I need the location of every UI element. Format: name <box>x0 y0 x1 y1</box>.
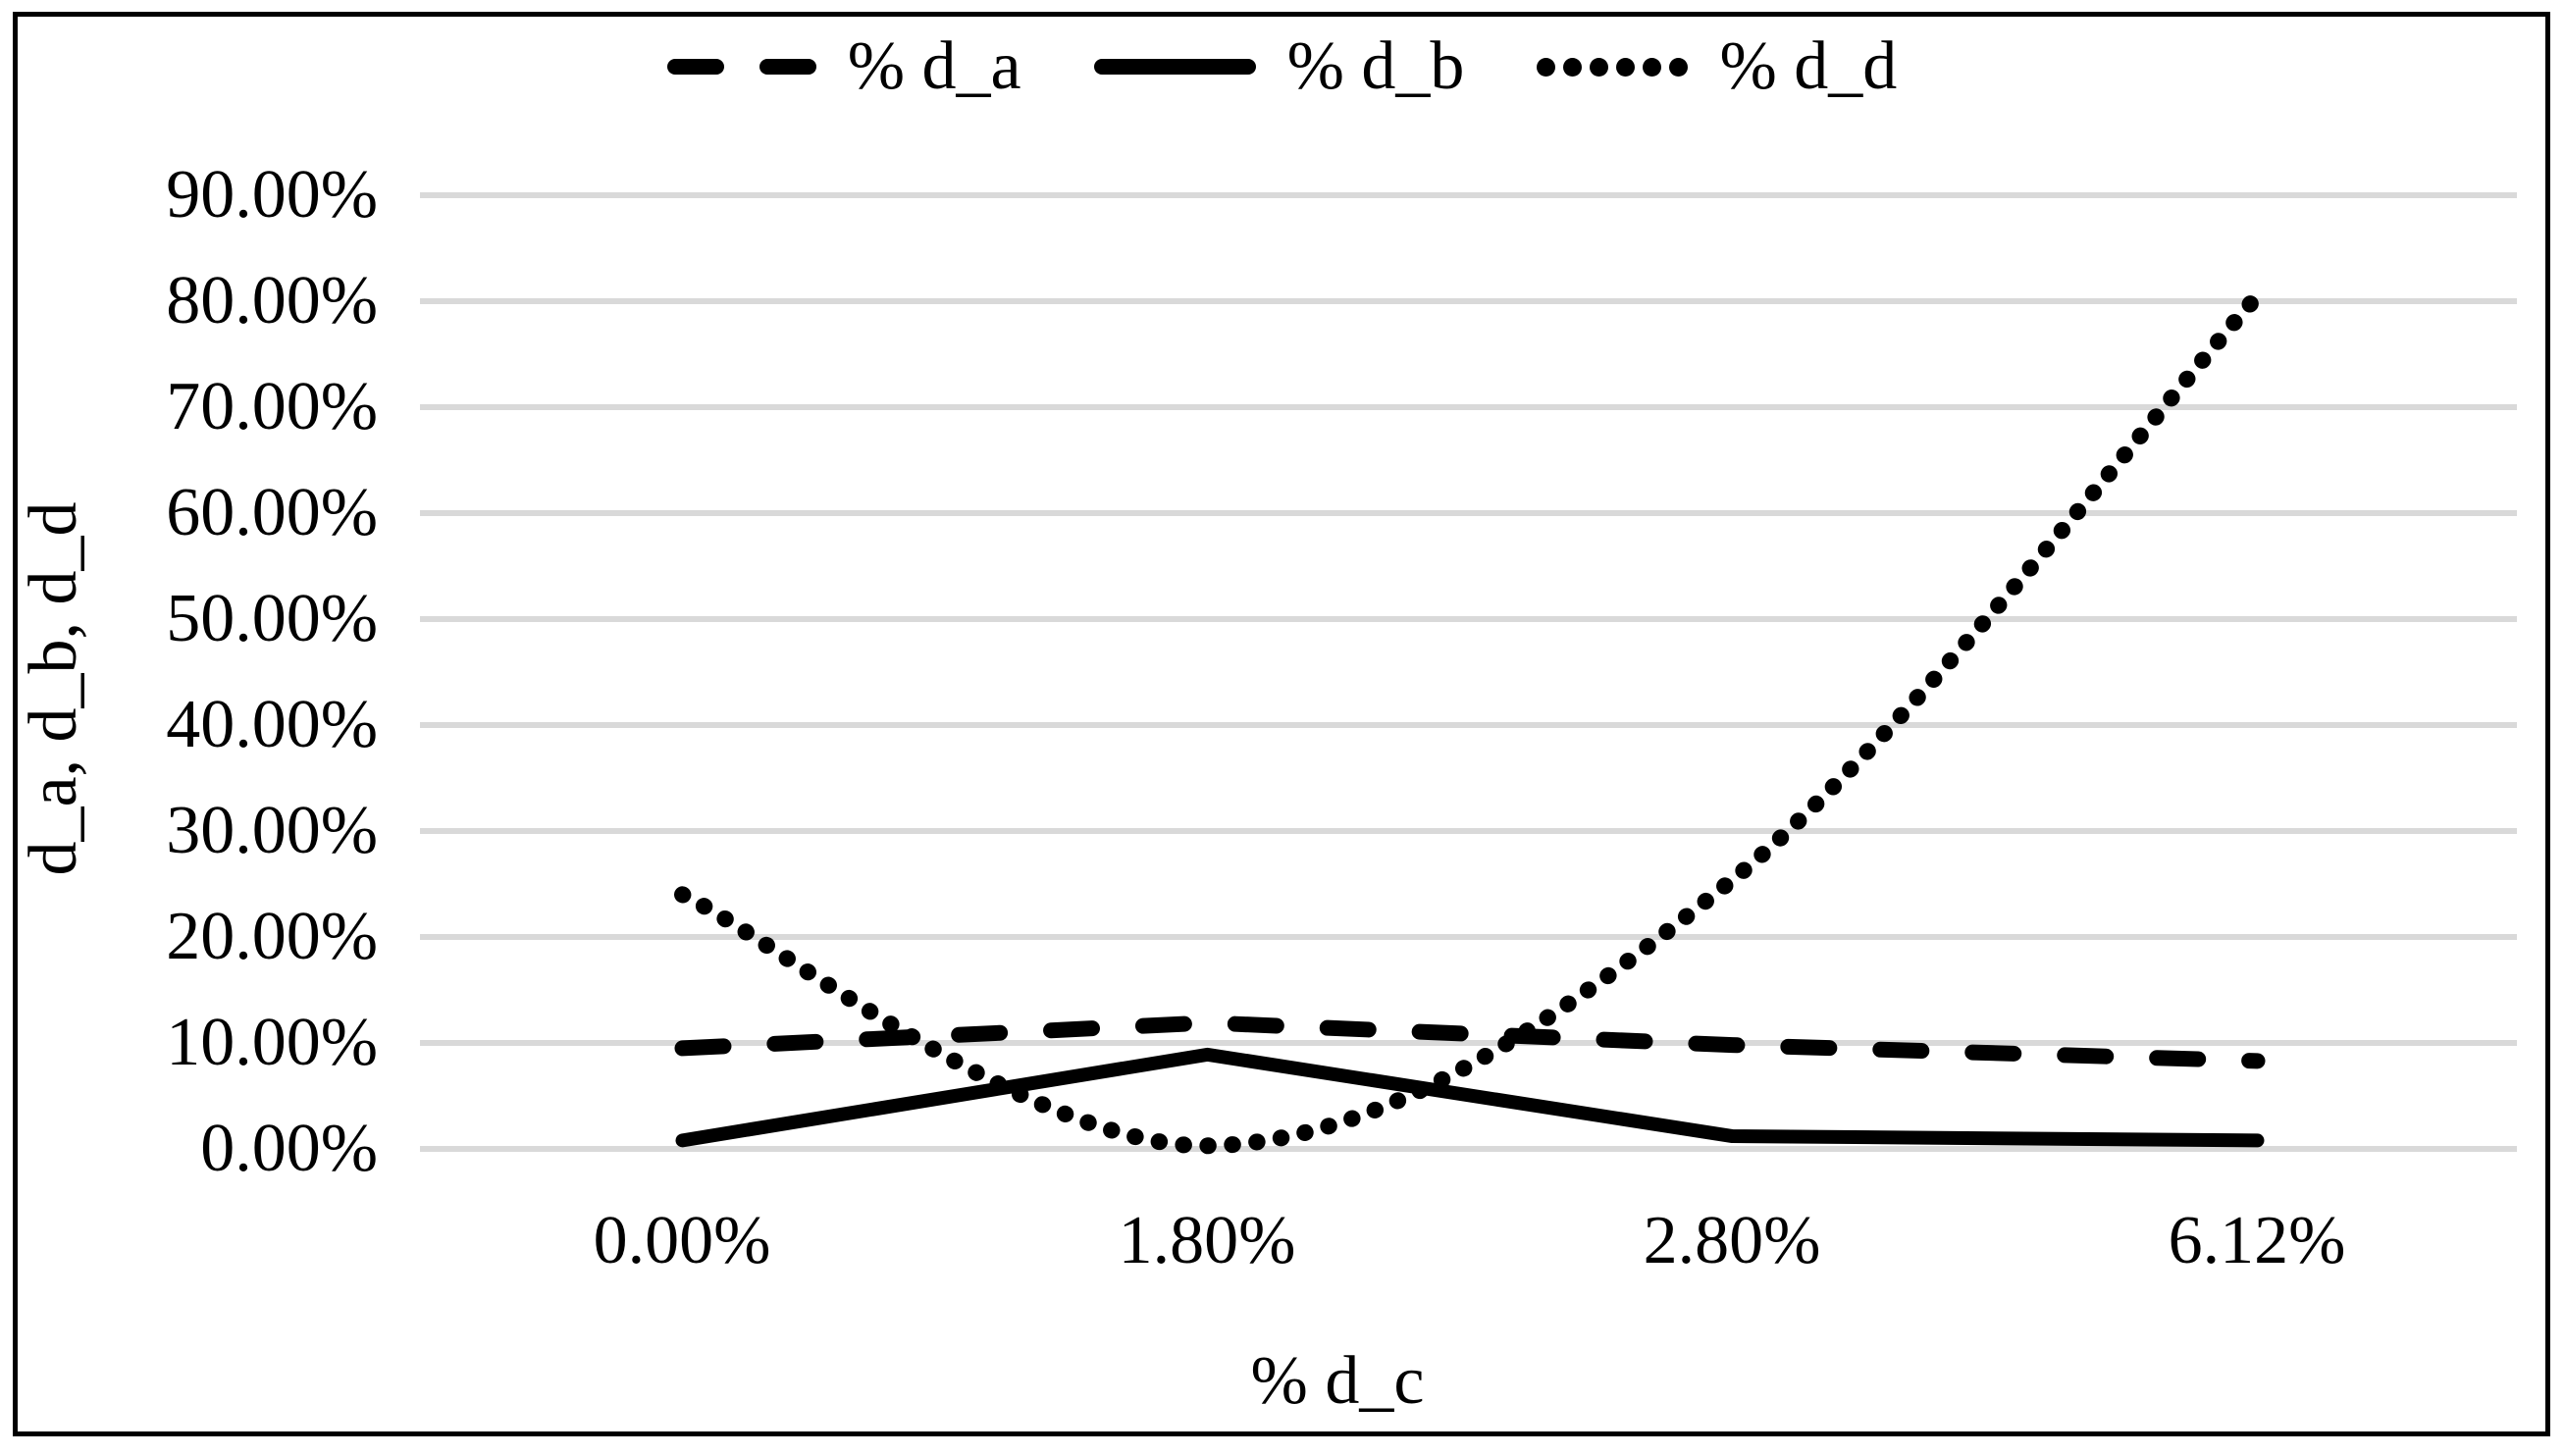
y-tick-50: 50.00% <box>166 581 378 656</box>
x-tick-3: 2.80% <box>1643 1203 1821 1278</box>
legend-item-d_d[interactable]: % d_d <box>1537 23 1897 111</box>
legend-item-d_b[interactable]: % d_b <box>1093 23 1465 111</box>
series-line-dashed <box>674 1014 2266 1069</box>
x-tick-1: 0.00% <box>593 1203 771 1278</box>
gridlines <box>420 192 2517 1152</box>
y-tick-30: 30.00% <box>166 793 378 868</box>
dotted-line-marker-icon <box>1537 57 1689 77</box>
y-tick-70: 70.00% <box>166 369 378 444</box>
y-axis-title: d_a, d_b, d_d <box>16 501 91 876</box>
legend: % d_a % d_b % d_d <box>0 18 2564 116</box>
solid-line-marker-icon <box>1093 59 1256 75</box>
series-line-solid <box>675 1047 2265 1148</box>
dashed-line-marker-icon <box>666 59 816 75</box>
legend-item-d_a[interactable]: % d_a <box>666 23 1021 111</box>
x-tick-2: 1.80% <box>1118 1203 1296 1278</box>
x-axis-title: % d_c <box>1250 1343 1425 1419</box>
x-tick-4: 6.12% <box>2168 1203 2346 1278</box>
y-tick-80: 80.00% <box>166 263 378 338</box>
y-tick-90: 90.00% <box>166 157 378 233</box>
y-tick-60: 60.00% <box>166 475 378 550</box>
y-tick-10: 10.00% <box>166 1005 378 1080</box>
y-tick-20: 20.00% <box>166 899 378 974</box>
y-tick-40: 40.00% <box>166 687 378 762</box>
legend-label: % d_d <box>1719 28 1898 104</box>
series-line-dotted <box>674 287 2266 1155</box>
y-tick-0: 0.00% <box>200 1111 378 1186</box>
legend-label: % d_b <box>1286 28 1465 104</box>
legend-label: % d_a <box>847 28 1021 104</box>
